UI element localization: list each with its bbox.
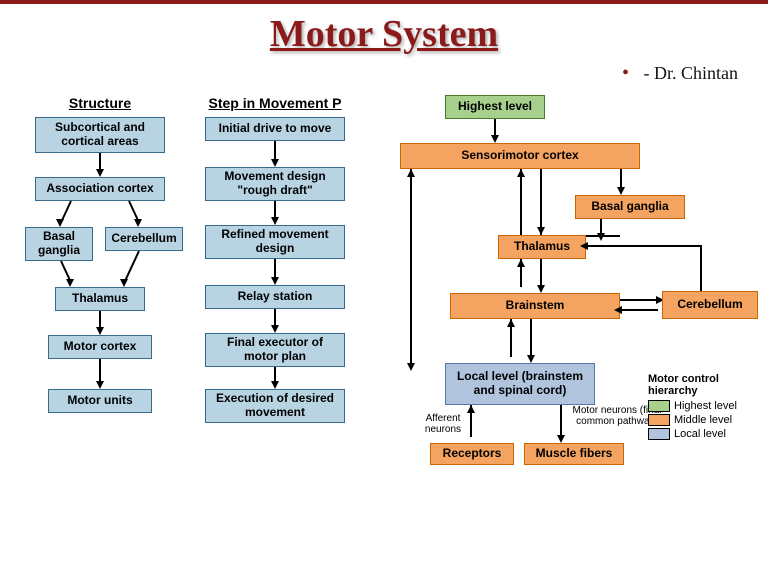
header-structure: Structure [45, 95, 155, 111]
box-relay: Relay station [205, 285, 345, 309]
box-thalamus: Thalamus [55, 287, 145, 311]
box-sensorimotor: Sensorimotor cortex [400, 143, 640, 169]
author-name: - Dr. Chintan [644, 63, 739, 83]
legend: Motor control hierarchy Highest level Mi… [648, 373, 763, 442]
box-motor-units: Motor units [48, 389, 152, 413]
diagram-area: Structure Step in Movement P Subcortical… [0, 95, 768, 575]
page-title: Motor System [270, 13, 498, 55]
box-h-cerebellum: Cerebellum [662, 291, 758, 319]
legend-row-middle: Middle level [648, 414, 763, 426]
swatch-local [648, 428, 670, 440]
box-h-local: Local level (brainstem and spinal cord) [445, 363, 595, 405]
author-line: • - Dr. Chintan [622, 62, 738, 85]
box-subcortical: Subcortical and cortical areas [35, 117, 165, 153]
box-execution: Execution of desired movement [205, 389, 345, 423]
legend-row-highest: Highest level [648, 400, 763, 412]
box-h-thalamus: Thalamus [498, 235, 586, 259]
box-h-basal: Basal ganglia [575, 195, 685, 219]
title-bar: Motor System [0, 0, 768, 60]
header-steps: Step in Movement P [195, 95, 355, 111]
box-executor: Final executor of motor plan [205, 333, 345, 367]
box-refined: Refined movement design [205, 225, 345, 259]
bullet-icon: • [622, 62, 629, 84]
legend-row-local: Local level [648, 428, 763, 440]
box-association: Association cortex [35, 177, 165, 201]
box-basal-ganglia: Basal ganglia [25, 227, 93, 261]
box-cerebellum: Cerebellum [105, 227, 183, 251]
swatch-highest [648, 400, 670, 412]
box-highest-level: Highest level [445, 95, 545, 119]
box-design: Movement design "rough draft" [205, 167, 345, 201]
swatch-middle [648, 414, 670, 426]
box-initial: Initial drive to move [205, 117, 345, 141]
legend-title: Motor control hierarchy [648, 373, 763, 397]
box-h-brainstem: Brainstem [450, 293, 620, 319]
box-h-muscle: Muscle fibers [524, 443, 624, 465]
box-h-receptors: Receptors [430, 443, 514, 465]
box-motor-cortex: Motor cortex [48, 335, 152, 359]
label-afferent: Afferent neurons [418, 413, 468, 435]
